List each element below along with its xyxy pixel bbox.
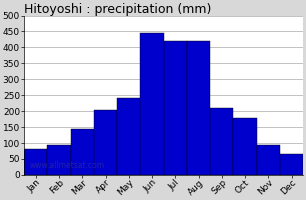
Bar <box>117 98 140 175</box>
Text: www.allmetsat.com: www.allmetsat.com <box>30 161 105 170</box>
Bar <box>140 33 164 175</box>
Bar <box>280 154 303 175</box>
Bar <box>257 145 280 175</box>
Bar <box>210 108 233 175</box>
Bar <box>71 129 94 175</box>
Bar <box>233 118 257 175</box>
Bar <box>94 110 117 175</box>
Bar <box>164 41 187 175</box>
Bar <box>47 145 71 175</box>
Bar <box>187 41 210 175</box>
Bar <box>24 149 47 175</box>
Text: Hitoyoshi : precipitation (mm): Hitoyoshi : precipitation (mm) <box>24 3 211 16</box>
